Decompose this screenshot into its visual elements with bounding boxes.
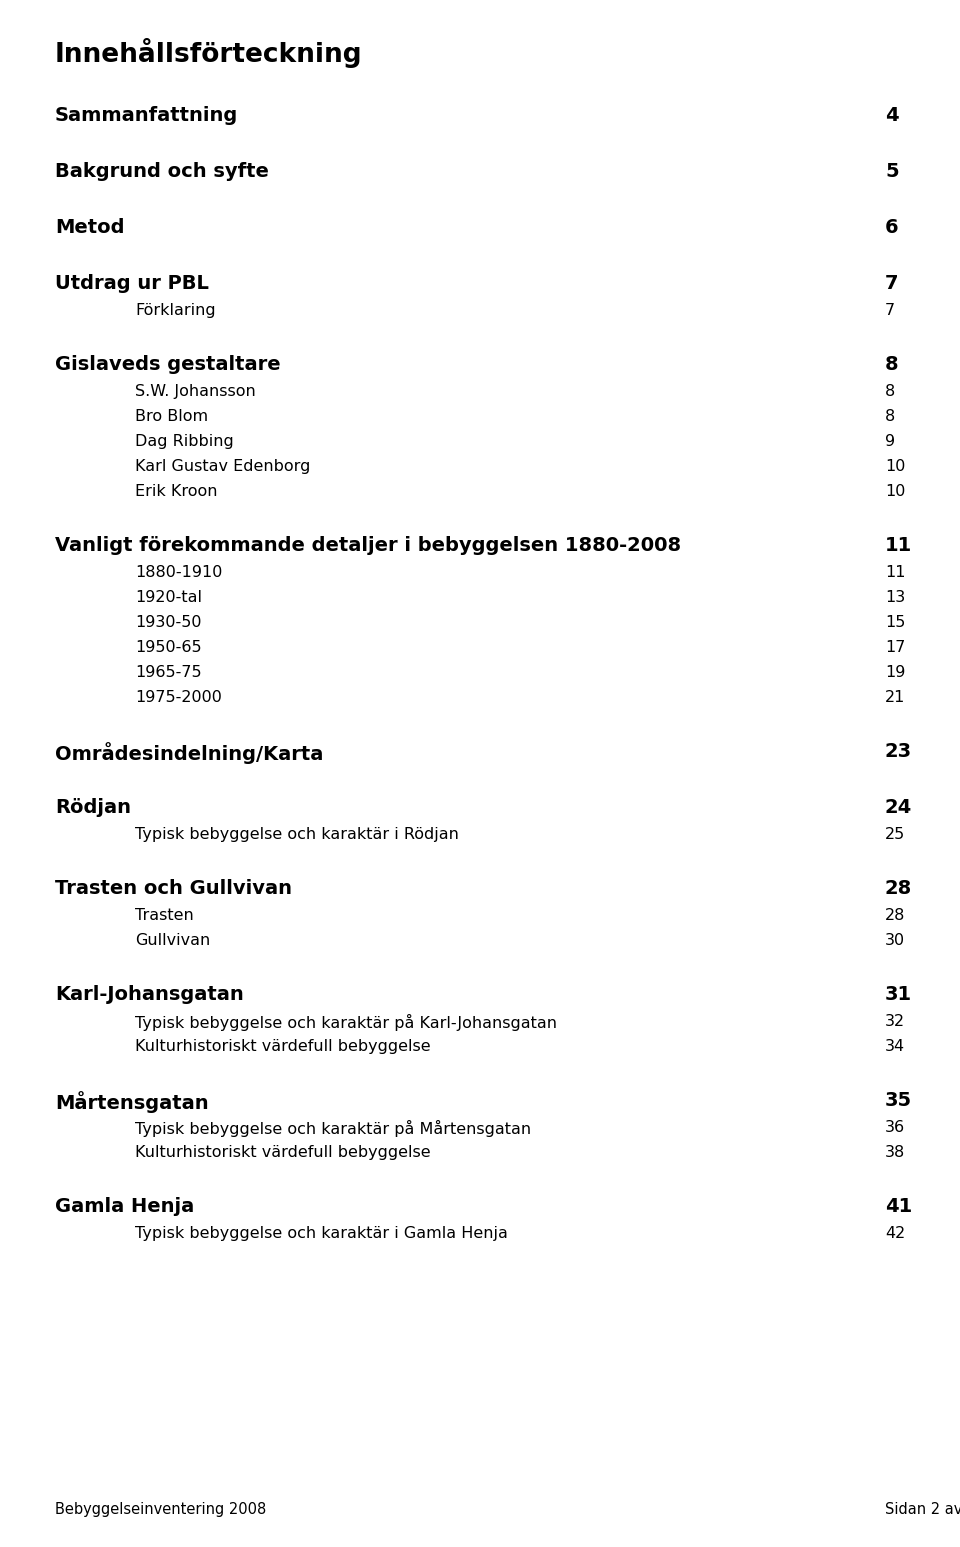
Text: 36: 36 [885,1120,905,1135]
Text: Trasten: Trasten [135,908,194,924]
Text: Förklaring: Förklaring [135,303,216,319]
Text: 21: 21 [885,690,905,705]
Text: 42: 42 [885,1227,905,1241]
Text: 11: 11 [885,565,905,580]
Text: Karl-Johansgatan: Karl-Johansgatan [55,985,244,1004]
Text: Typisk bebyggelse och karaktär på Mårtensgatan: Typisk bebyggelse och karaktär på Mårten… [135,1120,531,1137]
Text: Karl Gustav Edenborg: Karl Gustav Edenborg [135,459,310,473]
Text: 28: 28 [885,908,905,924]
Text: 8: 8 [885,354,899,374]
Text: Typisk bebyggelse och karaktär i Rödjan: Typisk bebyggelse och karaktär i Rödjan [135,828,459,842]
Text: Sidan 2 av 141: Sidan 2 av 141 [885,1502,960,1518]
Text: Gislaveds gestaltare: Gislaveds gestaltare [55,354,280,374]
Text: 34: 34 [885,1040,905,1054]
Text: 19: 19 [885,665,905,681]
Text: Bakgrund och syfte: Bakgrund och syfte [55,162,269,181]
Text: Typisk bebyggelse och karaktär i Gamla Henja: Typisk bebyggelse och karaktär i Gamla H… [135,1227,508,1241]
Text: 25: 25 [885,828,905,842]
Text: 10: 10 [885,484,905,500]
Text: 1880-1910: 1880-1910 [135,565,223,580]
Text: 11: 11 [885,535,912,555]
Text: 8: 8 [885,384,896,399]
Text: Mårtensgatan: Mårtensgatan [55,1091,208,1112]
Text: 13: 13 [885,589,905,605]
Text: 28: 28 [885,879,912,897]
Text: Typisk bebyggelse och karaktär på Karl-Johansgatan: Typisk bebyggelse och karaktär på Karl-J… [135,1013,557,1030]
Text: 1975-2000: 1975-2000 [135,690,222,705]
Text: 35: 35 [885,1091,912,1111]
Text: 10: 10 [885,459,905,473]
Text: 17: 17 [885,640,905,654]
Text: 7: 7 [885,274,899,292]
Text: Utdrag ur PBL: Utdrag ur PBL [55,274,209,292]
Text: Vanligt förekommande detaljer i bebyggelsen 1880-2008: Vanligt förekommande detaljer i bebyggel… [55,535,682,555]
Text: 4: 4 [885,107,899,125]
Text: 9: 9 [885,435,895,449]
Text: Områdesindelning/Karta: Områdesindelning/Karta [55,743,324,764]
Text: 32: 32 [885,1013,905,1029]
Text: 30: 30 [885,933,905,948]
Text: Rödjan: Rödjan [55,798,131,817]
Text: Innehållsförteckning: Innehållsförteckning [55,39,363,68]
Text: 8: 8 [885,408,896,424]
Text: Dag Ribbing: Dag Ribbing [135,435,233,449]
Text: Gullvivan: Gullvivan [135,933,210,948]
Text: Metod: Metod [55,218,125,237]
Text: Sammanfattning: Sammanfattning [55,107,238,125]
Text: Kulturhistoriskt värdefull bebyggelse: Kulturhistoriskt värdefull bebyggelse [135,1145,431,1160]
Text: 38: 38 [885,1145,905,1160]
Text: 15: 15 [885,616,905,630]
Text: Bebyggelseinventering 2008: Bebyggelseinventering 2008 [55,1502,266,1518]
Text: Kulturhistoriskt värdefull bebyggelse: Kulturhistoriskt värdefull bebyggelse [135,1040,431,1054]
Text: Erik Kroon: Erik Kroon [135,484,218,500]
Text: 23: 23 [885,743,912,761]
Text: 7: 7 [885,303,895,319]
Text: 31: 31 [885,985,912,1004]
Text: 1930-50: 1930-50 [135,616,202,630]
Text: Trasten och Gullvivan: Trasten och Gullvivan [55,879,292,897]
Text: Gamla Henja: Gamla Henja [55,1197,194,1216]
Text: 1920-tal: 1920-tal [135,589,202,605]
Text: 1950-65: 1950-65 [135,640,202,654]
Text: 5: 5 [885,162,899,181]
Text: 24: 24 [885,798,912,817]
Text: 6: 6 [885,218,899,237]
Text: 41: 41 [885,1197,912,1216]
Text: Bro Blom: Bro Blom [135,408,208,424]
Text: 1965-75: 1965-75 [135,665,202,681]
Text: S.W. Johansson: S.W. Johansson [135,384,255,399]
